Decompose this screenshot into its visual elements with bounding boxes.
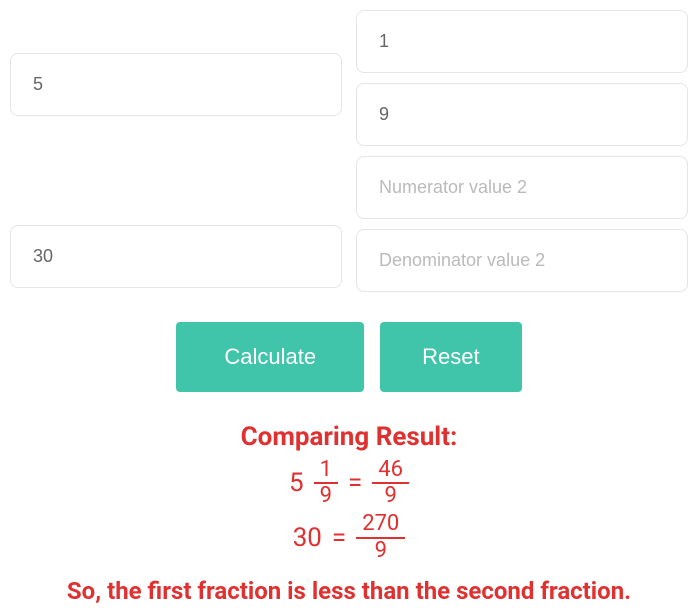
eq1-whole: 5 xyxy=(289,468,304,498)
calculate-button[interactable]: Calculate xyxy=(176,322,364,392)
eq2-fraction-right: 270 9 xyxy=(356,512,405,562)
eq2-result-numerator: 270 xyxy=(356,512,405,538)
equation-2: 30 = 270 9 xyxy=(10,512,688,562)
eq1-fraction-right: 46 9 xyxy=(372,458,409,508)
eq1-equals: = xyxy=(348,468,362,498)
eq2-whole: 30 xyxy=(293,523,322,553)
eq2-result-denominator: 9 xyxy=(369,539,393,563)
eq1-fraction-left: 1 9 xyxy=(314,458,338,508)
whole-number-1-input[interactable] xyxy=(10,53,342,116)
eq1-numerator: 1 xyxy=(314,458,338,484)
eq1-denominator: 9 xyxy=(314,484,338,508)
reset-button[interactable]: Reset xyxy=(380,322,521,392)
eq1-result-denominator: 9 xyxy=(378,484,402,508)
result-section: Comparing Result: 5 1 9 = 46 9 30 = 270 … xyxy=(10,422,688,605)
button-row: Calculate Reset xyxy=(10,322,688,392)
equation-1: 5 1 9 = 46 9 xyxy=(10,458,688,508)
result-conclusion: So, the first fraction is less than the … xyxy=(10,577,688,605)
eq1-result-numerator: 46 xyxy=(372,458,409,484)
whole-number-2-input[interactable] xyxy=(10,225,342,288)
eq2-equals: = xyxy=(332,523,346,553)
denominator-2-input[interactable] xyxy=(356,229,688,292)
input-form xyxy=(10,10,688,292)
numerator-2-input[interactable] xyxy=(356,156,688,219)
numerator-1-input[interactable] xyxy=(356,10,688,73)
result-title: Comparing Result: xyxy=(10,422,688,452)
denominator-1-input[interactable] xyxy=(356,83,688,146)
right-column xyxy=(356,10,688,292)
left-column xyxy=(10,10,342,292)
